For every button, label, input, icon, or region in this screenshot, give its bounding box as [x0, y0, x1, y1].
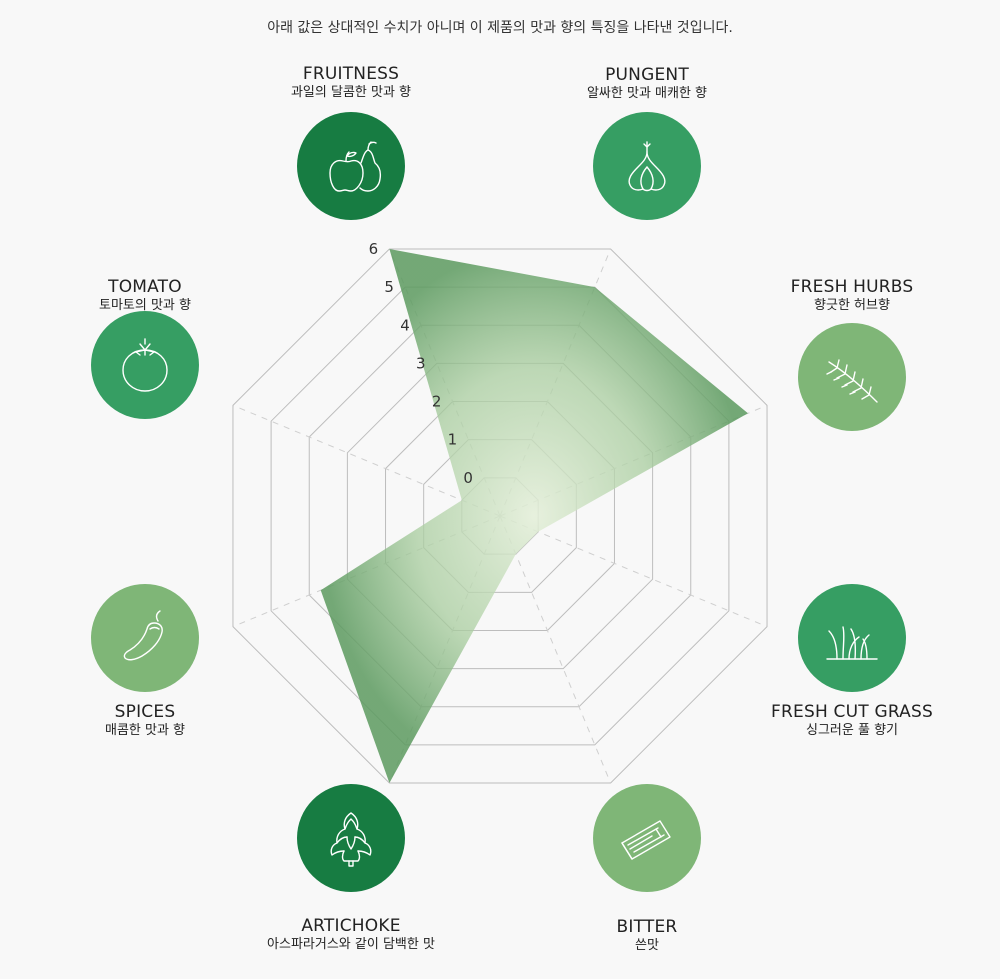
flavor-name: TOMATO [108, 277, 182, 297]
flavor-description: 쓴맛 [635, 938, 659, 953]
flavor-description: 싱그러운 풀 향기 [806, 723, 898, 738]
flavor-label: FRUITNESS 과일의 달콤한 맛과 향 [241, 64, 461, 102]
flavor-label: FRESH HURBS 향긋한 허브향 [742, 277, 962, 315]
flavor-description: 토마토의 맛과 향 [99, 298, 191, 313]
flavor-name: BITTER [616, 917, 678, 937]
flavor-name: SPICES [114, 702, 176, 722]
apple-pear-icon [297, 112, 405, 220]
radial-tick-label: 3 [416, 354, 426, 372]
flavor-label: PUNGENT 알싸한 맛과 매캐한 향 [537, 65, 757, 103]
flavor-description: 아스파라거스와 같이 담백한 맛 [267, 937, 435, 952]
flavor-label: TOMATO 토마토의 맛과 향 [35, 277, 255, 315]
chart-note: 아래 값은 상대적인 수치가 아니며 이 제품의 맛과 향의 특징을 나타낸 것… [267, 20, 733, 36]
radar-spoke [499, 515, 768, 628]
radial-tick-label: 4 [400, 316, 410, 334]
flavor-name: FRUITNESS [302, 64, 400, 84]
tomato-icon [91, 311, 199, 419]
flavor-description: 매콤한 맛과 향 [104, 723, 186, 738]
flavor-description: 과일의 달콤한 맛과 향 [290, 85, 412, 100]
flavor-name: FRESH HURBS [790, 277, 914, 297]
radar-tick-labels: 0 1 2 3 4 5 6 [369, 240, 473, 487]
flavor-description: 향긋한 허브향 [814, 298, 890, 313]
garlic-icon [593, 112, 701, 220]
radial-tick-label: 1 [448, 431, 458, 449]
radial-tick-label: 6 [369, 240, 379, 258]
flavor-name: PUNGENT [605, 65, 689, 85]
chili-pepper-icon [91, 584, 199, 692]
flavor-name: FRESH CUT GRASS [771, 702, 933, 722]
artichoke-icon [297, 784, 405, 892]
flavor-name: ARTICHOKE [301, 916, 401, 936]
flavor-label: FRESH CUT GRASS 싱그러운 풀 향기 [742, 702, 962, 740]
radial-tick-label: 0 [463, 469, 473, 487]
grid-ring [232, 248, 768, 784]
radar-spoke [232, 404, 501, 517]
herb-sprig-icon [798, 323, 906, 431]
radar-area [320, 248, 748, 784]
flavor-description: 알싸한 맛과 매캐한 향 [586, 86, 708, 101]
radar-spoke [499, 515, 612, 784]
radial-tick-label: 2 [432, 393, 442, 411]
flavor-label: ARTICHOKE 아스파라거스와 같이 담백한 맛 [241, 916, 461, 954]
grass-icon [798, 584, 906, 692]
flavor-label: BITTER 쓴맛 [537, 917, 757, 955]
bark-icon [593, 784, 701, 892]
flavor-label: SPICES 매콤한 맛과 향 [35, 702, 255, 740]
radial-tick-label: 5 [384, 278, 394, 296]
